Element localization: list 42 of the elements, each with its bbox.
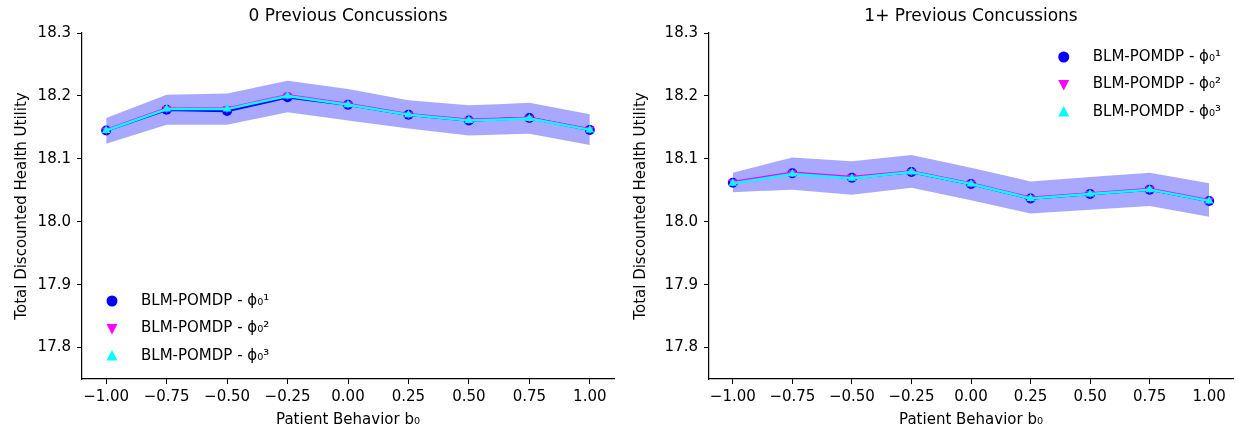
legend-label: BLM-POMDP - ϕ₀¹ [1092, 46, 1221, 65]
x-tick-label: 0.50 [1073, 386, 1107, 405]
legend-label: BLM-POMDP - ϕ₀³ [141, 345, 270, 364]
x-tick-label: 0.25 [1013, 386, 1048, 405]
legend-label: BLM-POMDP - ϕ₀³ [1092, 101, 1221, 120]
y-tick-label: 18.1 [664, 148, 698, 167]
chart-title: 1+ Previous Concussions [864, 5, 1078, 26]
y-tick-label: 17.8 [37, 337, 71, 356]
y-tick-label: 17.8 [664, 337, 698, 356]
y-tick-label: 18.0 [37, 211, 71, 230]
chart-title: 0 Previous Concussions [248, 5, 448, 26]
y-axis-title: Total Discounted Health Utility [11, 92, 30, 321]
x-tick-label: 0.00 [331, 386, 365, 405]
legend-label: BLM-POMDP - ϕ₀² [1092, 74, 1221, 93]
y-tick-label: 17.9 [37, 274, 71, 293]
x-tick-label: −0.25 [264, 386, 311, 405]
x-tick-label: −0.25 [888, 386, 935, 405]
x-axis-title: Patient Behavior b₀ [276, 409, 420, 428]
legend-label: BLM-POMDP - ϕ₀² [141, 318, 270, 337]
x-tick-label: 1.00 [1192, 386, 1226, 405]
y-tick-label: 18.1 [37, 148, 71, 167]
x-tick-label: 0.75 [512, 386, 547, 405]
y-tick-label: 18.0 [664, 211, 698, 230]
y-tick-label: 18.2 [664, 85, 698, 104]
x-tick-label: 1.00 [573, 386, 607, 405]
y-axis-title: Total Discounted Health Utility [630, 92, 649, 321]
y-tick-label: 18.3 [37, 22, 71, 41]
x-tick-label: 0.75 [1132, 386, 1167, 405]
x-tick-label: −0.50 [828, 386, 875, 405]
x-tick-label: −1.00 [709, 386, 756, 405]
x-tick-label: −1.00 [83, 386, 130, 405]
x-tick-label: −0.75 [769, 386, 816, 405]
x-axis-title: Patient Behavior b₀ [899, 409, 1043, 428]
x-tick-label: 0.00 [954, 386, 988, 405]
y-tick-label: 17.9 [664, 274, 698, 293]
legend-label: BLM-POMDP - ϕ₀¹ [141, 290, 270, 309]
x-tick-label: 0.50 [452, 386, 486, 405]
x-tick-label: 0.25 [391, 386, 426, 405]
y-tick-label: 18.3 [664, 22, 698, 41]
y-tick-label: 18.2 [37, 85, 71, 104]
x-tick-label: −0.75 [143, 386, 190, 405]
x-tick-label: −0.50 [204, 386, 251, 405]
